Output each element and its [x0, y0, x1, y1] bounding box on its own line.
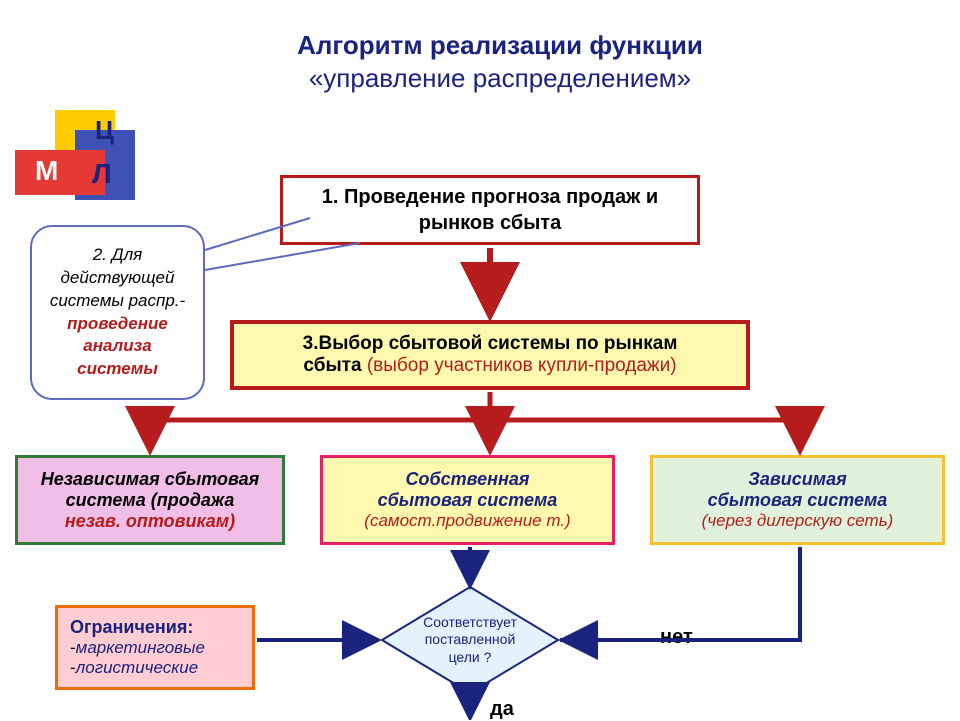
decision-l1: Соответствует — [423, 614, 517, 632]
page-title: Алгоритм реализации функции «управление … — [220, 30, 780, 94]
step3-line2-red: (выбор участников купли-продажи) — [362, 355, 677, 376]
constraints-item-2: -логистические — [70, 658, 198, 678]
decision-text: Соответствует поставленной цели ? — [380, 585, 560, 695]
opt-indep-l1a: Независимая сбытовая — [41, 469, 260, 490]
opt-own-l1b: сбытовая система — [378, 490, 558, 511]
title-line2: «управление распределением» — [220, 63, 780, 94]
step3-line1: 3.Выбор сбытовой системы по рынкам — [303, 333, 678, 355]
decision-l2: поставленной — [425, 631, 516, 649]
opt-dep-l1a: Зависимая — [748, 469, 846, 490]
callout-lead: 2. Для действующей системы распр.- — [42, 244, 193, 313]
constraints-item-1: -маркетинговые — [70, 638, 205, 658]
node-step3: 3.Выбор сбытовой системы по рынкам сбыта… — [230, 320, 750, 390]
step3-line2-plain: сбыта — [303, 355, 361, 376]
opt-indep-l1b: система (продажа — [66, 490, 235, 511]
node-step1: 1. Проведение прогноза продаж и рынков с… — [280, 175, 700, 245]
logo-letter-l: Л — [92, 158, 112, 190]
constraints-header: Ограничения: — [70, 617, 193, 638]
opt-own-l2: (самост.продвижение т.) — [364, 511, 570, 531]
label-yes: да — [490, 698, 514, 721]
opt-dep-l1b: сбытовая система — [708, 490, 888, 511]
opt-own-l1a: Собственная — [406, 469, 530, 490]
node-option-independent: Независимая сбытовая система (продажа не… — [15, 455, 285, 545]
step3-line2: сбыта (выбор участников купли-продажи) — [303, 355, 676, 377]
node-decision: Соответствует поставленной цели ? — [380, 585, 560, 695]
title-line1: Алгоритм реализации функции — [220, 30, 780, 61]
node-constraints: Ограничения: -маркетинговые -логистическ… — [55, 605, 255, 690]
logo-letter-m: М — [35, 155, 58, 187]
node-callout2: 2. Для действующей системы распр.- прове… — [30, 225, 205, 400]
logo-letter-c: Ц — [95, 115, 114, 146]
label-no: нет — [660, 626, 693, 649]
node-option-dependent: Зависимая сбытовая система (через дилерс… — [650, 455, 945, 545]
opt-dep-l2: (через дилерскую сеть) — [702, 511, 894, 531]
node-step1-text: 1. Проведение прогноза продаж и рынков с… — [293, 184, 687, 236]
opt-indep-l2: незав. оптовикам) — [65, 511, 235, 532]
callout-emph: проведение анализа системы — [42, 313, 193, 382]
decision-l3: цели ? — [449, 649, 492, 667]
node-option-own: Собственная сбытовая система (самост.про… — [320, 455, 615, 545]
